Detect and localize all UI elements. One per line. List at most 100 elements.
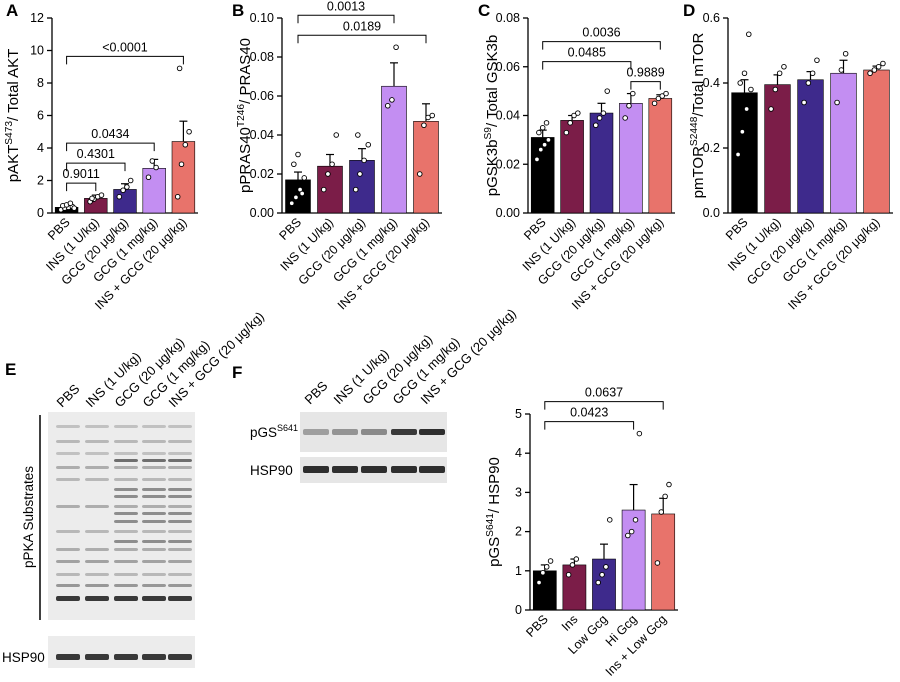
data-point <box>809 70 816 76</box>
p-value: 0.0434 <box>91 127 129 141</box>
bar <box>562 564 587 611</box>
blot-band <box>142 520 166 523</box>
blot-band <box>168 596 192 601</box>
blot-band <box>114 452 138 455</box>
data-point <box>543 564 550 570</box>
data-point <box>389 97 395 103</box>
y-tick-label: 10 <box>30 44 44 58</box>
label-suffix: / PRAS40 <box>237 38 254 104</box>
blot-band <box>114 573 138 576</box>
blot-band <box>168 520 192 523</box>
blot-band <box>85 505 109 508</box>
blot-band <box>361 429 387 435</box>
blot-band <box>142 466 166 469</box>
data-point <box>593 122 599 128</box>
blot-band <box>85 452 109 455</box>
blot-band <box>142 440 166 443</box>
y-tick-label: 0 <box>37 206 44 220</box>
blot-band <box>114 466 138 469</box>
data-point <box>540 570 546 576</box>
blot-band <box>168 440 192 443</box>
comparison-bracket <box>66 55 184 65</box>
bar <box>171 141 196 214</box>
bar <box>560 120 584 214</box>
data-point <box>655 95 662 102</box>
data-point <box>626 102 632 109</box>
bar <box>413 121 439 214</box>
p-value: 0.9889 <box>626 66 664 80</box>
axis-title: pGSK3bS9/ Total GSK3b <box>483 35 501 196</box>
blot-band <box>85 573 109 576</box>
label-base: pGS <box>486 537 503 567</box>
p-value: <0.0001 <box>102 40 148 54</box>
label-suffix: / HSP90 <box>486 457 503 513</box>
data-point <box>603 564 609 570</box>
data-point <box>739 128 746 135</box>
y-tick-label: 0.0 <box>703 206 720 220</box>
y-tick-label: 0.08 <box>250 50 274 64</box>
blot-band <box>142 488 166 491</box>
blot-band <box>85 530 109 533</box>
data-point <box>385 102 391 109</box>
blot-band <box>168 505 192 508</box>
blot-band <box>168 512 192 515</box>
blot-band <box>56 466 80 469</box>
bar <box>731 92 758 214</box>
axis-title: pPRAS40T246/ PRAS40 <box>236 38 254 193</box>
y-tick-label: 0 <box>515 603 522 617</box>
label-suffix: /Total mTOR <box>690 33 707 117</box>
y-tick-label: 0.00 <box>496 206 520 220</box>
p-value: 0.0036 <box>582 26 620 40</box>
blot-band <box>114 495 138 498</box>
blot-band <box>391 429 417 435</box>
blot-band <box>142 505 166 508</box>
data-point <box>666 481 672 488</box>
blot-band <box>114 520 138 523</box>
data-point <box>329 161 335 167</box>
bar <box>142 168 166 214</box>
data-point <box>565 571 572 578</box>
panel-letter: D <box>683 1 695 20</box>
blot-band <box>85 584 109 587</box>
y-tick-label: 0.08 <box>496 11 520 25</box>
comparison-bracket <box>66 182 97 192</box>
data-point <box>534 156 540 163</box>
data-point <box>628 528 635 535</box>
blot-band <box>56 548 80 551</box>
label-sup: S641 <box>277 423 298 433</box>
data-point <box>321 186 327 193</box>
y-tick-label: 0.2 <box>703 141 720 155</box>
data-point <box>651 100 658 107</box>
y-tick-label: 0.10 <box>250 11 274 25</box>
blot-band <box>85 466 109 469</box>
blot-band <box>168 540 192 543</box>
blot-band <box>168 459 192 462</box>
label-base: pPRAS40 <box>237 127 254 193</box>
comparison-bracket <box>542 61 632 70</box>
blot-band <box>419 466 445 473</box>
data-point <box>768 106 774 112</box>
y-tick-label: 4 <box>515 446 522 460</box>
blot-band <box>114 530 138 533</box>
blot-e-loading <box>48 636 195 668</box>
y-tick-label: 0.6 <box>703 11 720 25</box>
data-point <box>595 579 601 586</box>
bar <box>349 160 375 214</box>
data-point <box>67 200 74 206</box>
data-point <box>743 106 750 112</box>
p-value: 0.4301 <box>77 147 115 161</box>
data-point <box>361 157 367 164</box>
bar <box>619 103 643 214</box>
data-point <box>571 112 577 119</box>
y-tick-label: 4 <box>37 141 44 155</box>
data-point <box>120 187 126 193</box>
blot-band <box>114 440 138 443</box>
blot-band <box>142 573 166 576</box>
label-sup: S2448 <box>689 116 700 146</box>
data-point <box>293 194 299 201</box>
bar <box>648 98 673 214</box>
panel-letter: A <box>6 1 18 20</box>
data-point <box>632 517 639 523</box>
panel-letter: C <box>478 1 490 20</box>
blot-band <box>142 452 166 455</box>
